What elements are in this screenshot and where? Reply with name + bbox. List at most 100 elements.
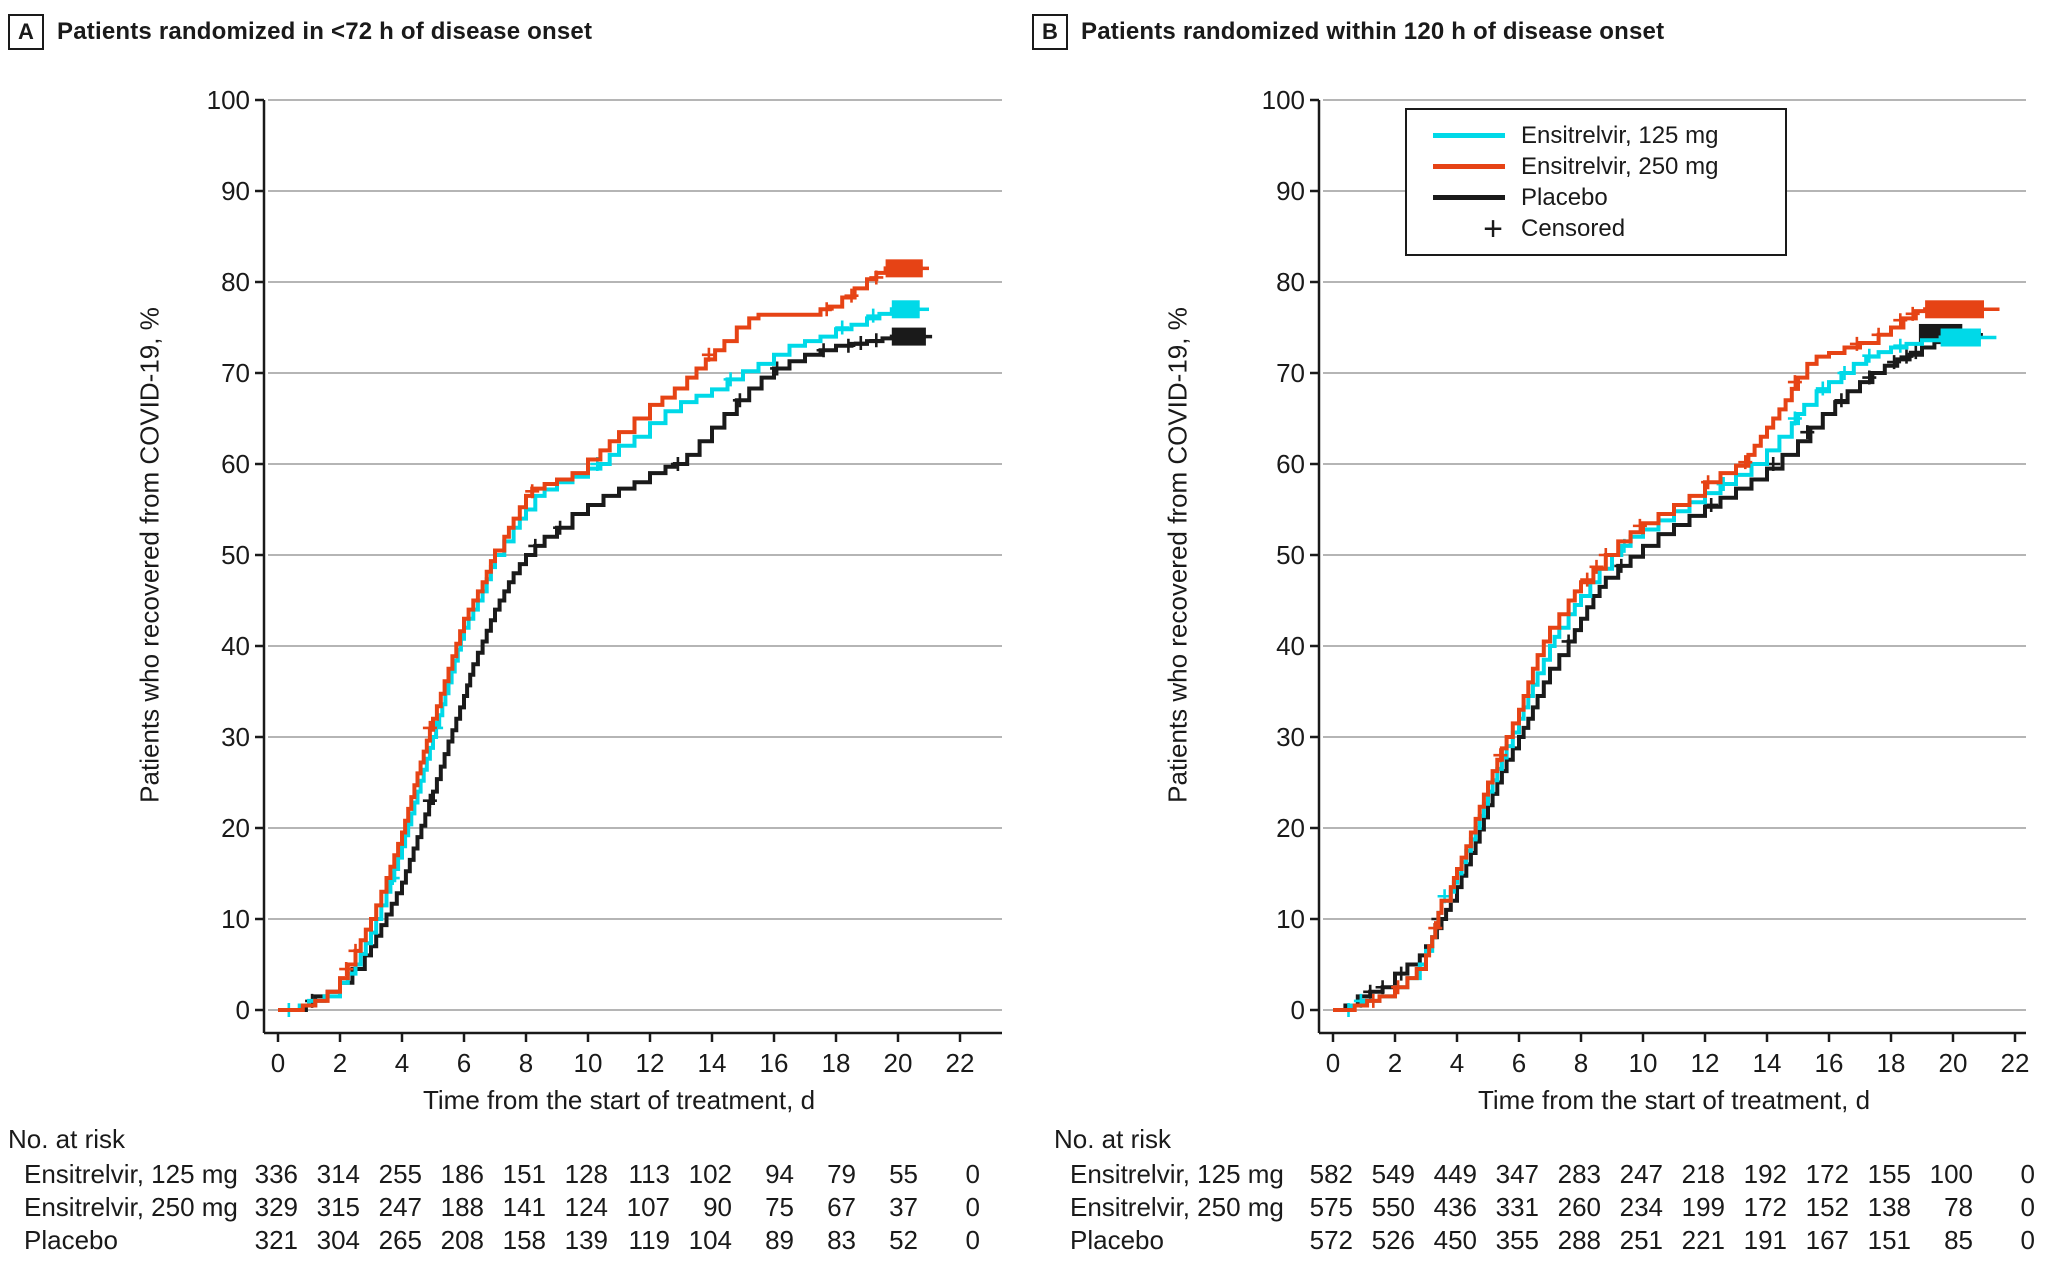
censored-mark [1738,455,1753,470]
censored-mark [866,308,881,323]
censored-mark [1800,425,1815,440]
censored-mark [339,962,354,977]
at-risk-value: 0 [2021,1192,2035,1222]
panel-a-header: A Patients randomized in <72 h of diseas… [8,14,592,50]
x-tick-label: 14 [1753,1048,1782,1078]
censored-mark [841,338,856,353]
y-tick-label: 80 [221,267,250,297]
censored-mark [422,720,437,735]
censored-mark [1787,411,1802,426]
censored-mark [1391,980,1406,995]
at-risk-value: 139 [565,1225,608,1255]
at-risk-value: 37 [889,1192,918,1222]
at-risk-value: 155 [1868,1159,1911,1189]
y-tick-label: 90 [221,176,250,206]
x-tick-label: 14 [698,1048,727,1078]
x-tick-label: 18 [822,1048,851,1078]
at-risk-value: 102 [689,1159,732,1189]
censored-mark [869,270,884,285]
panel-b-y-axis-label: Patients who recovered from COVID-19, % [1162,307,1193,803]
at-risk-value: 151 [1868,1225,1911,1255]
x-tick-label: 12 [636,1048,665,1078]
at-risk-value: 113 [629,1159,670,1189]
at-risk-value: 167 [1806,1225,1849,1255]
at-risk-value: 572 [1310,1225,1353,1255]
at-risk-value: 89 [765,1225,794,1255]
at-risk-value: 124 [565,1192,608,1222]
censored-mark [1704,497,1719,512]
at-risk-value: 191 [1744,1225,1787,1255]
censored-mark [732,393,747,408]
at-risk-value: 67 [827,1192,856,1222]
y-tick-label: 40 [221,631,250,661]
panel-b-label: B [1032,14,1068,50]
x-tick-label: 16 [1815,1048,1844,1078]
at-risk-value: 260 [1558,1192,1601,1222]
censored-mark [525,484,540,499]
at-risk-value: 75 [765,1192,794,1222]
y-tick-label: 40 [1276,631,1305,661]
x-tick-label: 2 [333,1048,347,1078]
y-tick-label: 0 [1291,995,1305,1025]
censored-mark [723,372,738,387]
y-tick-label: 70 [1276,358,1305,388]
at-risk-value: 0 [2021,1225,2035,1255]
censored-mark [1837,366,1852,380]
at-risk-value: 314 [317,1159,360,1189]
censored-mark [1862,348,1877,363]
at-risk-value: 218 [1682,1159,1725,1189]
placebo-line-swatch [1433,195,1505,200]
panel-a-x-axis-label: Time from the start of treatment, d [422,1085,816,1115]
censored-mark [1834,393,1849,408]
at-risk-value: 582 [1310,1159,1353,1189]
at-risk-value: 90 [703,1192,732,1222]
at-risk-value: 329 [255,1192,298,1222]
censored-mark [348,943,363,958]
at-risk-value: 355 [1496,1225,1539,1255]
y-tick-label: 30 [1276,722,1305,752]
at-risk-value: 119 [629,1225,670,1255]
at-risk-value: 94 [765,1159,794,1189]
censored-mark [422,793,437,808]
censored-plus-icon: + [1483,209,1503,248]
at-risk-value: 304 [317,1225,360,1255]
legend: Ensitrelvir, 125 mg Ensitrelvir, 250 mg … [1405,108,1787,256]
at-risk-value: 152 [1806,1192,1849,1222]
series-placebo [1333,332,1983,1012]
censored-mark [819,302,834,317]
censored-mark [1428,921,1443,936]
censor-cluster-bar [891,327,926,346]
at-risk-value: 0 [966,1159,980,1189]
at-risk-value: 436 [1434,1192,1477,1222]
censored-mark [1598,548,1613,562]
at-risk-value: 526 [1372,1225,1415,1255]
at-risk-value: 0 [2021,1159,2035,1189]
censor-cluster-bar [1925,300,1984,319]
at-risk-value: 199 [1682,1192,1725,1222]
x-tick-label: 2 [1388,1048,1402,1078]
legend-label: Censored [1521,214,1626,242]
at-risk-row-label: Ensitrelvir, 250 mg [24,1192,238,1222]
y-tick-label: 60 [221,449,250,479]
x-tick-label: 16 [760,1048,789,1078]
censored-mark [1887,355,1902,370]
legend-item-ensitrelvir-250: Ensitrelvir, 250 mg [1407,151,1785,182]
at-risk-value: 158 [503,1225,546,1255]
censored-mark [1893,338,1908,353]
at-risk-value: 550 [1372,1192,1415,1222]
censored-mark [1363,984,1378,999]
x-tick-label: 4 [395,1048,409,1078]
censored-mark [1366,993,1381,1008]
panel-a-label: A [8,14,44,50]
censored-mark [1899,349,1914,364]
x-tick-label: 6 [457,1048,471,1078]
x-tick-label: 22 [946,1048,975,1078]
censored-mark [1862,370,1877,385]
y-tick-label: 70 [221,358,250,388]
censored-mark [816,343,831,358]
censored-mark [528,538,543,553]
censored-mark [1561,634,1576,649]
censored-mark [835,320,850,335]
at-risk-value: 336 [255,1159,298,1189]
at-risk-value: 575 [1310,1192,1353,1222]
